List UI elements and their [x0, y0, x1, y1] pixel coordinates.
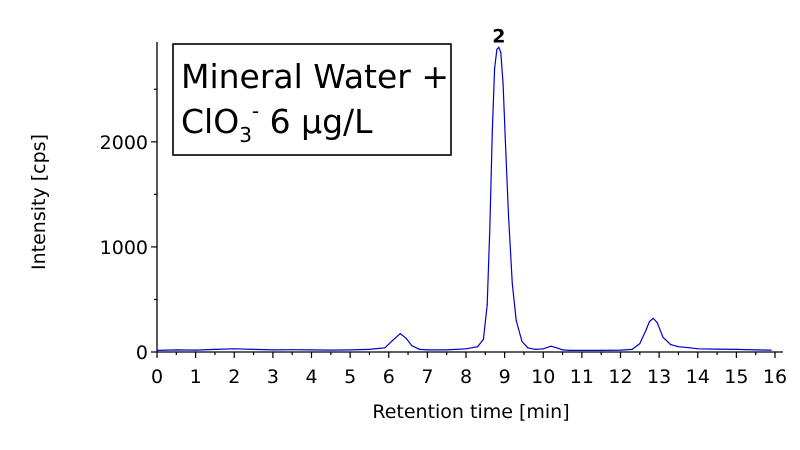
- trace-point: [486, 304, 488, 306]
- trace-point: [735, 348, 738, 350]
- y-axis-title: Intensity [cps]: [28, 134, 50, 270]
- x-axis-title: Retention time [min]: [372, 401, 569, 423]
- y-tick-label-1000: 1000: [100, 237, 148, 259]
- annotation-line2: ClO3- 6 µg/L: [181, 99, 373, 147]
- trace-point: [556, 347, 558, 349]
- annotation-species: ClO: [181, 102, 239, 141]
- trace-point: [491, 130, 493, 132]
- trace-point: [600, 349, 602, 351]
- trace-point: [330, 349, 332, 351]
- trace-point: [521, 340, 523, 343]
- peak-label-2: 2: [492, 25, 505, 47]
- trace-point: [368, 348, 370, 350]
- trace-point: [507, 214, 510, 216]
- trace-point: [662, 336, 664, 338]
- trace-point: [446, 349, 448, 351]
- annotation-superscript: -: [252, 99, 259, 123]
- annotation-line1: Mineral Water +: [181, 57, 449, 96]
- trace-point: [498, 46, 500, 48]
- trace-point: [405, 337, 407, 339]
- trace-point: [272, 349, 274, 351]
- x-tick-label-0: 0: [151, 366, 163, 388]
- annotation-frame: [172, 43, 452, 156]
- trace-point: [489, 225, 491, 227]
- x-tick-label-15: 15: [724, 366, 748, 388]
- trace-point: [542, 348, 544, 350]
- x-tick-label-9: 9: [499, 366, 511, 388]
- trace-point: [233, 348, 235, 350]
- x-tick-label-3: 3: [267, 366, 279, 388]
- trace-point: [253, 348, 255, 350]
- y-tick-label-0: 0: [136, 342, 148, 364]
- x-tick-label-11: 11: [570, 366, 594, 388]
- annotation-concentration: 6 µg/L: [259, 102, 373, 141]
- trace-point: [477, 346, 479, 348]
- x-tick-label-2: 2: [228, 366, 240, 388]
- trace-point: [500, 51, 502, 54]
- x-tick-label-7: 7: [421, 366, 433, 388]
- trace-point: [511, 283, 513, 285]
- x-tick-label-4: 4: [305, 366, 317, 388]
- trace-point: [195, 349, 197, 351]
- x-tick-label-10: 10: [531, 366, 555, 388]
- trace-point: [527, 347, 529, 349]
- trace-point: [496, 48, 498, 51]
- trace-point: [156, 349, 158, 351]
- trace-point: [716, 348, 718, 350]
- trace-point: [291, 349, 293, 351]
- trace-point: [648, 320, 651, 323]
- trace-point: [652, 317, 654, 319]
- trace-point: [689, 347, 691, 349]
- trace-point: [770, 349, 772, 351]
- trace-point: [697, 348, 699, 350]
- trace-point: [677, 346, 680, 348]
- annotation-subscript: 3: [239, 123, 252, 147]
- trace-point: [619, 349, 622, 351]
- trace-point: [550, 345, 552, 347]
- trace-point: [175, 349, 177, 351]
- trace-point: [645, 330, 647, 332]
- trace-point: [755, 349, 757, 351]
- trace-point: [482, 338, 484, 340]
- trace-point: [569, 349, 571, 351]
- trace-point: [411, 345, 413, 347]
- trace-point: [419, 348, 421, 350]
- trace-point: [562, 349, 564, 351]
- trace-point: [310, 349, 313, 351]
- trace-point: [494, 67, 496, 69]
- trace-point: [426, 349, 428, 351]
- trace-point: [534, 348, 537, 350]
- trace-point: [639, 343, 641, 345]
- trace-point: [465, 348, 467, 350]
- trace-point: [214, 348, 216, 350]
- trace-point: [656, 322, 658, 324]
- trace-point: [392, 339, 394, 341]
- x-tick-label-16: 16: [763, 366, 787, 388]
- trace-point: [399, 333, 401, 335]
- trace-point: [349, 349, 351, 351]
- x-tick-label-8: 8: [460, 366, 472, 388]
- trace-point: [670, 344, 672, 346]
- annotation-box: Mineral Water + ClO3- 6 µg/L: [172, 43, 452, 156]
- x-tick-label-12: 12: [608, 366, 632, 388]
- y-tick-label-2000: 2000: [100, 132, 148, 154]
- x-tick-label-5: 5: [344, 366, 356, 388]
- x-tick-label-13: 13: [647, 366, 671, 388]
- trace-point: [502, 83, 504, 85]
- x-tick-label-1: 1: [190, 366, 202, 388]
- trace-point: [504, 141, 506, 143]
- trace-point: [515, 319, 517, 322]
- x-tick-label-6: 6: [383, 366, 395, 388]
- trace-point: [581, 349, 583, 351]
- x-tick-label-14: 14: [686, 366, 710, 388]
- trace-point: [631, 348, 633, 350]
- trace-point: [384, 347, 386, 349]
